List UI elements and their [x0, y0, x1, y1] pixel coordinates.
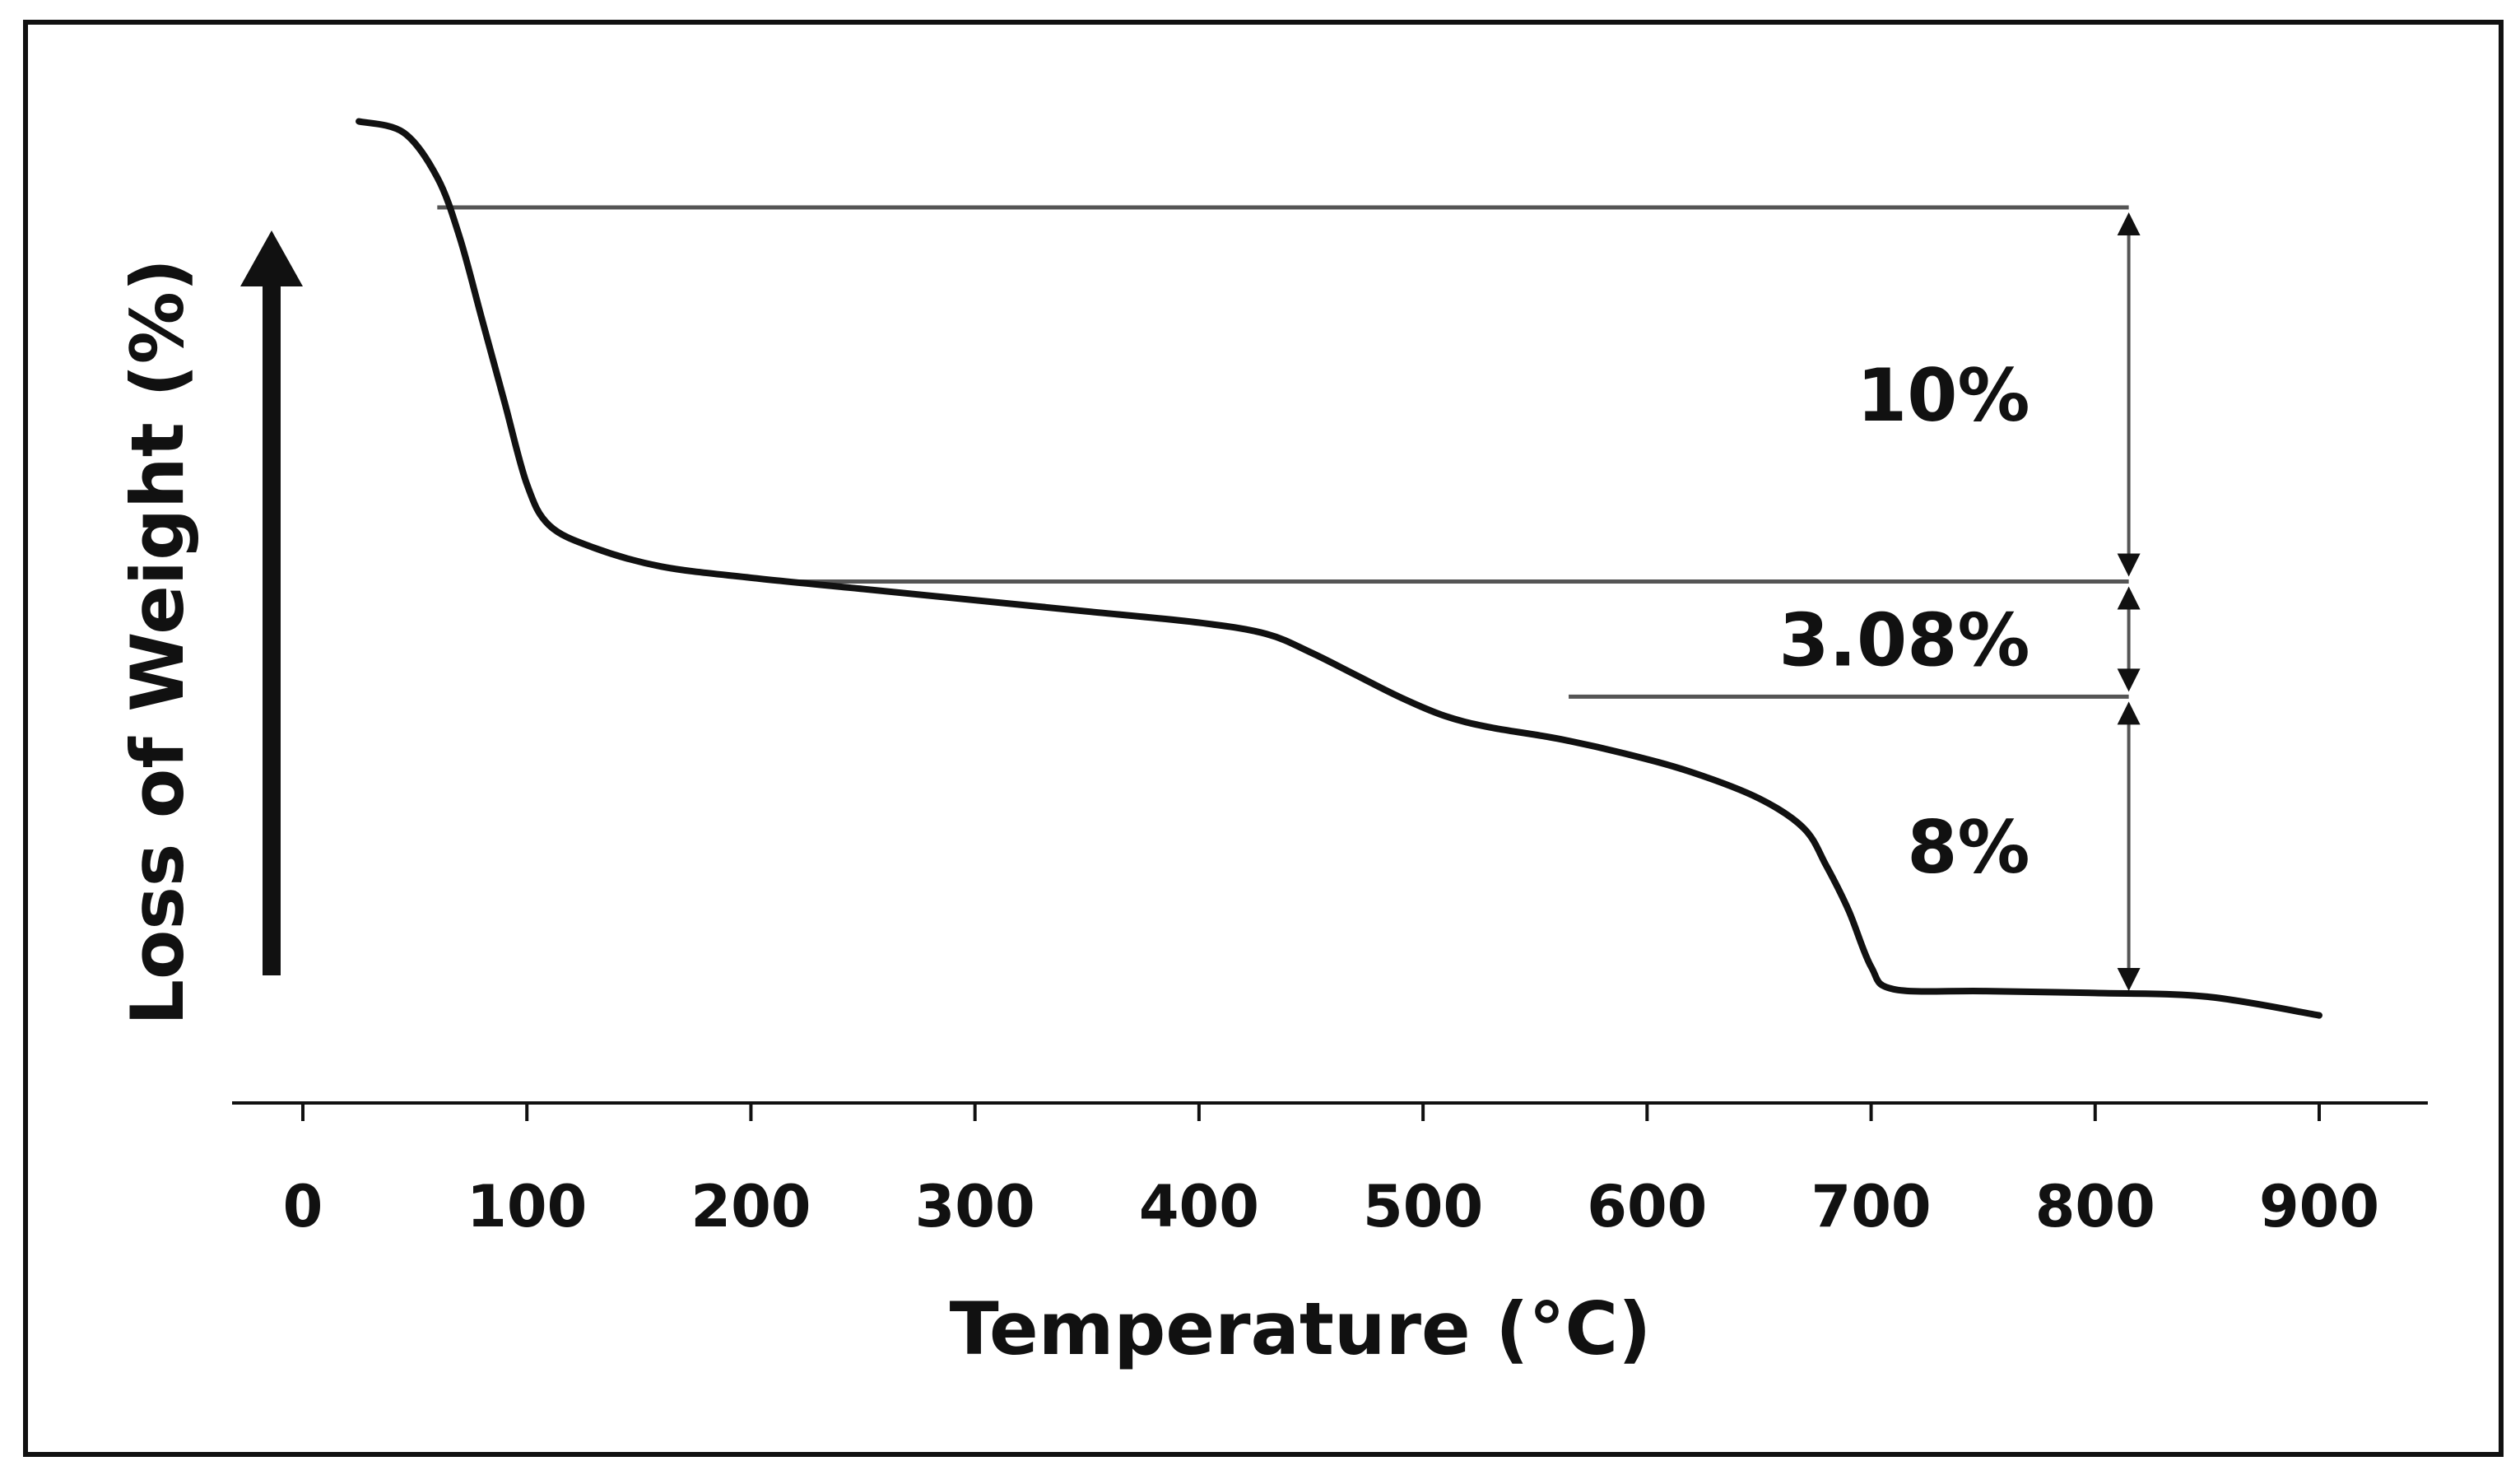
- up-arrow-icon: [240, 230, 303, 286]
- arrow-down-icon: [2117, 968, 2141, 991]
- x-tick-label-200: 200: [690, 1173, 811, 1240]
- x-tick-label-800: 800: [2035, 1173, 2155, 1240]
- x-tick-label-500: 500: [1363, 1173, 1483, 1240]
- y-axis: Loss of Weight (%): [115, 230, 303, 1026]
- x-tick-label-100: 100: [467, 1173, 587, 1240]
- x-axis-label: Temperature (°C): [950, 1287, 1652, 1371]
- y-axis-label: Loss of Weight (%): [115, 258, 200, 1026]
- x-tick-label-0: 0: [283, 1173, 323, 1240]
- x-tick-label-900: 900: [2259, 1173, 2379, 1240]
- annotation-label-1: 10%: [1857, 353, 2030, 438]
- annotation-label-2: 3.08%: [1778, 598, 2029, 682]
- figure-frame: [23, 20, 2504, 1457]
- x-ticks: 0 100 200 300 400 500 600 700 800 900: [283, 1103, 2379, 1240]
- arrow-down-icon: [2117, 553, 2141, 577]
- arrow-up-icon: [2117, 212, 2141, 235]
- arrow-down-icon: [2117, 668, 2141, 692]
- annotation-label-3: 8%: [1907, 805, 2029, 890]
- x-tick-label-400: 400: [1139, 1173, 1259, 1240]
- series-line-tga-curve: [356, 118, 2322, 1019]
- annotations: 10% 3.08% 8%: [437, 205, 2141, 991]
- x-tick-label-700: 700: [1811, 1173, 1931, 1240]
- series-group: [356, 118, 2322, 1019]
- x-axis: 0 100 200 300 400 500 600 700 800 900 Temperature…: [232, 1101, 2428, 1371]
- x-tick-label-300: 300: [915, 1173, 1035, 1240]
- arrow-up-icon: [2117, 586, 2141, 610]
- x-tick-label-600: 600: [1587, 1173, 1707, 1240]
- arrow-up-icon: [2117, 701, 2141, 725]
